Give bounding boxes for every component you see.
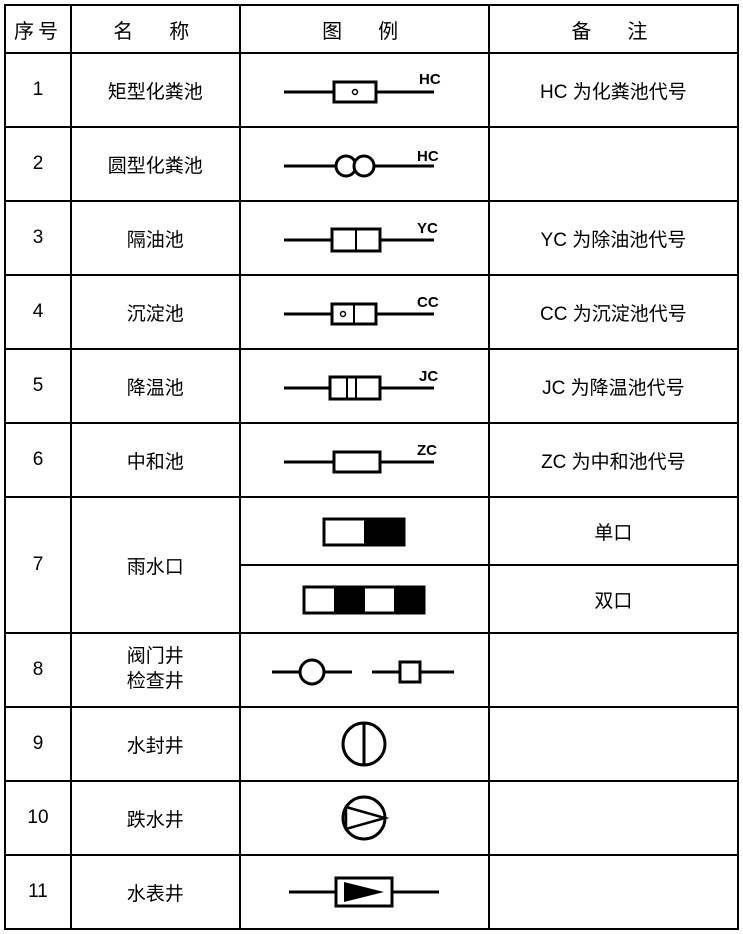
table-row: 1 矩型化粪池 HC HC 为化粪池代号 [5, 53, 738, 127]
table-row: 10 跌水井 [5, 781, 738, 855]
table-row: 9 水封井 [5, 707, 738, 781]
cell-seq: 10 [5, 781, 71, 855]
cell-name: 水表井 [71, 855, 240, 929]
cell-seq: 9 [5, 707, 71, 781]
cell-name: 沉淀池 [71, 275, 240, 349]
svg-text:CC: CC [417, 294, 439, 311]
cell-name: 隔油池 [71, 201, 240, 275]
table-row: 3 隔油池 YC YC 为除油池代号 [5, 201, 738, 275]
svg-text:HC: HC [417, 148, 439, 165]
cell-symbol [240, 781, 489, 855]
table-row: 2 圆型化粪池 HC [5, 127, 738, 201]
cell-remark: ZC 为中和池代号 [489, 423, 738, 497]
table-row: 11 水表井 [5, 855, 738, 929]
legend-table: 序号 名 称 图 例 备 注 1 矩型化粪池 HC HC 为化粪池代号 [4, 4, 739, 930]
cell-seq: 3 [5, 201, 71, 275]
cell-symbol [240, 855, 489, 929]
svg-text:ZC: ZC [417, 442, 437, 459]
symbol-checker-fill-icon [289, 579, 439, 619]
cell-name: 跌水井 [71, 781, 240, 855]
cell-remark: HC 为化粪池代号 [489, 53, 738, 127]
cell-name: 阀门井检查井 [71, 633, 240, 707]
symbol-rect-plain-icon: ZC [274, 440, 454, 480]
cell-seq: 8 [5, 633, 71, 707]
cell-seq: 4 [5, 275, 71, 349]
header-row: 序号 名 称 图 例 备 注 [5, 5, 738, 53]
symbol-circle-triangle-icon [334, 792, 394, 844]
cell-remark: YC 为除油池代号 [489, 201, 738, 275]
table-row: 7 雨水口 单口 [5, 497, 738, 565]
cell-remark [489, 633, 738, 707]
cell-remark [489, 127, 738, 201]
cell-symbol: HC [240, 53, 489, 127]
cell-symbol [240, 565, 489, 633]
cell-remark: CC 为沉淀池代号 [489, 275, 738, 349]
cell-name: 降温池 [71, 349, 240, 423]
cell-name: 水封井 [71, 707, 240, 781]
cell-remark: JC 为降温池代号 [489, 349, 738, 423]
cell-seq: 7 [5, 497, 71, 633]
cell-remark: 双口 [489, 565, 738, 633]
table-row: 5 降温池 JC JC 为降温池代号 [5, 349, 738, 423]
header-name: 名 称 [71, 5, 240, 53]
cell-name: 中和池 [71, 423, 240, 497]
cell-seq: 11 [5, 855, 71, 929]
symbol-rect-two-split-icon: JC [274, 366, 454, 406]
cell-seq: 5 [5, 349, 71, 423]
cell-symbol [240, 497, 489, 565]
cell-seq: 6 [5, 423, 71, 497]
symbol-line-filled-triangle-icon [274, 872, 454, 912]
cell-symbol [240, 633, 489, 707]
symbol-rect-split-icon: YC [274, 218, 454, 258]
table-row: 8 阀门井检查井 [5, 633, 738, 707]
cell-symbol: CC [240, 275, 489, 349]
svg-text:YC: YC [417, 220, 438, 237]
header-remark: 备 注 [489, 5, 738, 53]
table-row: 6 中和池 ZC ZC 为中和池代号 [5, 423, 738, 497]
symbol-double-circle-icon: HC [274, 144, 454, 184]
table-row: 4 沉淀池 CC CC 为沉淀池代号 [5, 275, 738, 349]
cell-name: 雨水口 [71, 497, 240, 633]
symbol-circle-square-line-icon [264, 650, 464, 690]
header-symbol: 图 例 [240, 5, 489, 53]
svg-text:HC: HC [419, 71, 441, 88]
cell-name: 圆型化粪池 [71, 127, 240, 201]
symbol-circle-vline-icon [334, 718, 394, 770]
symbol-half-fill-icon [304, 511, 424, 551]
cell-symbol: JC [240, 349, 489, 423]
cell-remark [489, 855, 738, 929]
header-seq: 序号 [5, 5, 71, 53]
cell-remark [489, 707, 738, 781]
cell-seq: 2 [5, 127, 71, 201]
symbol-rect-dot-left-icon: CC [274, 292, 454, 332]
svg-text:JC: JC [419, 368, 438, 385]
cell-remark [489, 781, 738, 855]
cell-name: 矩型化粪池 [71, 53, 240, 127]
cell-symbol [240, 707, 489, 781]
cell-symbol: HC [240, 127, 489, 201]
cell-symbol: ZC [240, 423, 489, 497]
symbol-rect-dot-icon: HC [274, 70, 454, 110]
cell-remark: 单口 [489, 497, 738, 565]
cell-seq: 1 [5, 53, 71, 127]
cell-symbol: YC [240, 201, 489, 275]
